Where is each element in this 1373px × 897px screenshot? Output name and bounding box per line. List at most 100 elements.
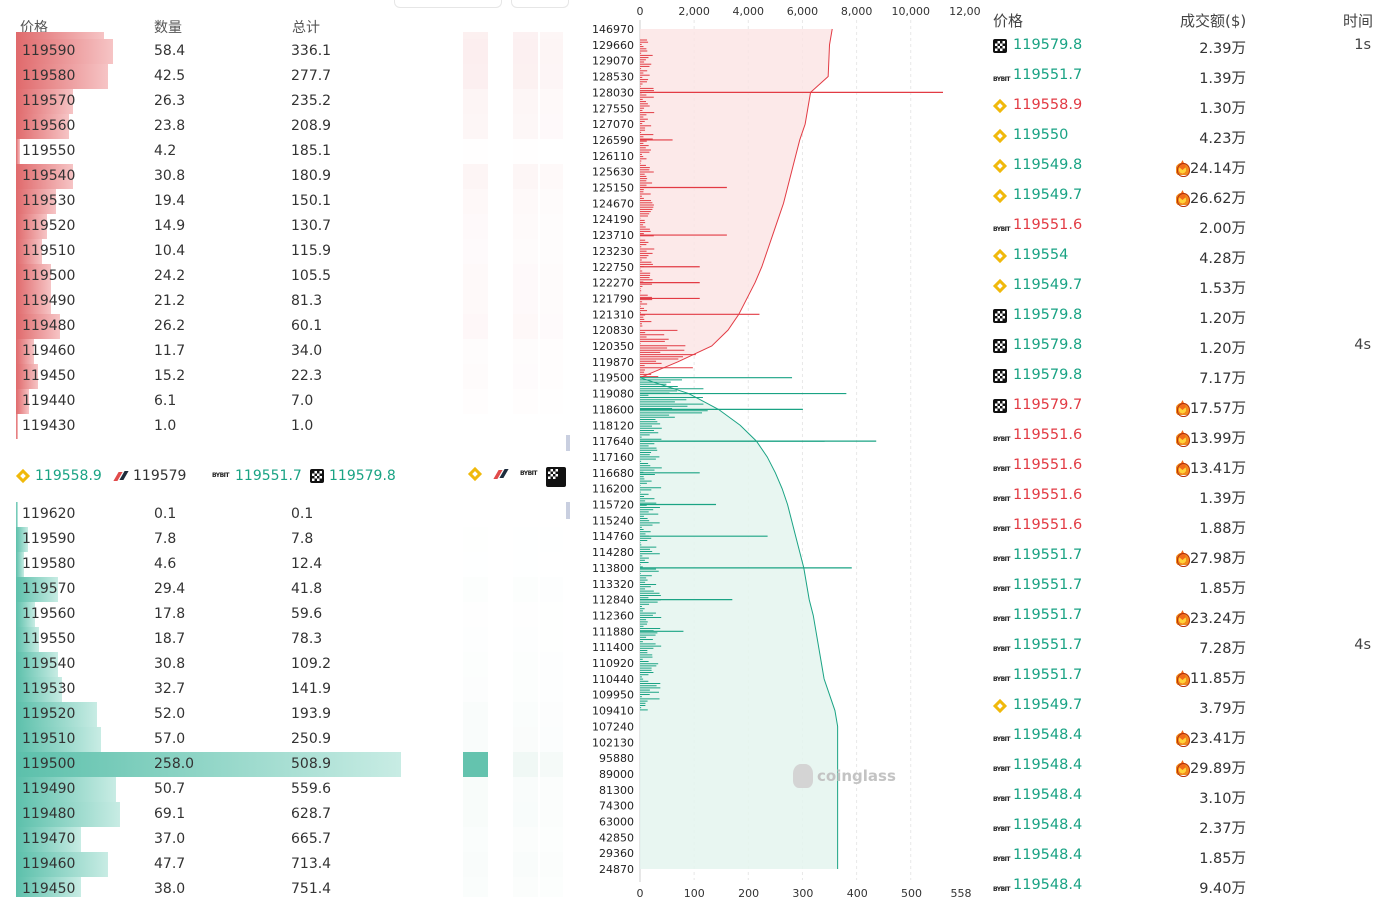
trade-row[interactable]: 119579.8 2.39万 1s	[985, 31, 1373, 61]
trade-amount-value: 26.62万	[1189, 191, 1246, 207]
trade-row[interactable]: 119550 4.23万	[985, 121, 1373, 151]
bid-row[interactable]: 119500 258.0 508.9	[0, 752, 580, 777]
trade-row[interactable]: 119554 4.28万	[985, 241, 1373, 271]
trade-row[interactable]: 119548.4 1.85万	[985, 841, 1373, 871]
ask-row[interactable]: 119440 6.1 7.0	[0, 389, 580, 414]
trade-row[interactable]: 119549.8 24.14万	[985, 151, 1373, 181]
bid-row[interactable]: 119570 29.4 41.8	[0, 577, 580, 602]
scroll-indicator[interactable]	[566, 435, 570, 451]
trade-row[interactable]: 119579.8 1.20万	[985, 301, 1373, 331]
ask-row[interactable]: 119520 14.9 130.7	[0, 214, 580, 239]
trade-row[interactable]: 119551.7 1.39万	[985, 61, 1373, 91]
trade-row[interactable]: 119551.6 1.39万	[985, 481, 1373, 511]
exchange-heat-cell	[463, 39, 488, 64]
ask-row[interactable]: 119580 42.5 277.7	[0, 64, 580, 89]
exchange-heat-cell	[463, 702, 488, 727]
trade-price: 119551.7	[1013, 667, 1083, 683]
bid-row[interactable]: 119560 17.8 59.6	[0, 602, 580, 627]
bid-row[interactable]: 119450 38.0 751.4	[0, 877, 580, 897]
row-price: 119540	[22, 656, 76, 672]
trade-row[interactable]: 119548.4 23.41万	[985, 721, 1373, 751]
trade-amount-value: 1.39万	[1199, 491, 1246, 507]
trade-row[interactable]: 119549.7 3.79万	[985, 691, 1373, 721]
trade-row[interactable]: 119551.6 13.99万	[985, 421, 1373, 451]
ask-row[interactable]: 119450 15.2 22.3	[0, 364, 580, 389]
bid-row[interactable]: 119620 0.1 0.1	[0, 502, 580, 527]
bid-row[interactable]: 119580 4.6 12.4	[0, 552, 580, 577]
trade-row[interactable]: 119551.7 7.28万 4s	[985, 631, 1373, 661]
trade-row[interactable]: 119551.7 11.85万	[985, 661, 1373, 691]
ask-row[interactable]: 119530 19.4 150.1	[0, 189, 580, 214]
trade-row[interactable]: 119551.6 13.41万	[985, 451, 1373, 481]
ask-row[interactable]: 119600 51.8 367.7	[0, 32, 580, 39]
trade-row[interactable]: 119548.4 3.10万	[985, 781, 1373, 811]
trade-row[interactable]: 119579.7 17.57万	[985, 391, 1373, 421]
bid-row[interactable]: 119550 18.7 78.3	[0, 627, 580, 652]
exchange-heat-cell	[463, 264, 488, 289]
bid-row[interactable]: 119470 37.0 665.7	[0, 827, 580, 852]
trade-row[interactable]: 119551.7 23.24万	[985, 601, 1373, 631]
bid-row[interactable]: 119540 30.8 109.2	[0, 652, 580, 677]
price-axis-label: 118120	[592, 419, 634, 432]
price-axis-label: 112840	[592, 594, 634, 607]
mid-price-okx[interactable]: 119579.8	[310, 468, 396, 484]
row-total: 193.9	[291, 706, 332, 722]
price-axis-label: 126590	[592, 134, 634, 147]
bid-row[interactable]: 119480 69.1 628.7	[0, 802, 580, 827]
row-price: 119480	[22, 318, 76, 334]
mid-price-slash[interactable]: 119579	[114, 468, 186, 484]
ask-book: 119600 51.8 367.7 119590 58.4 336.1 119580 42.5…	[0, 32, 580, 452]
ask-depth-line	[639, 28, 833, 379]
trade-row[interactable]: 119551.6 1.88万	[985, 511, 1373, 541]
trade-row[interactable]: 119551.7 27.98万	[985, 541, 1373, 571]
bid-row[interactable]: 119590 7.8 7.8	[0, 527, 580, 552]
ask-row[interactable]: 119570 26.3 235.2	[0, 89, 580, 114]
bybit-icon[interactable]	[520, 467, 540, 487]
scroll-indicator-bids[interactable]	[566, 502, 570, 519]
ask-row[interactable]: 119430 1.0 1.0	[0, 414, 580, 439]
trade-row[interactable]: 119579.8 7.17万	[985, 361, 1373, 391]
trade-row[interactable]: 119551.6 2.00万	[985, 211, 1373, 241]
trade-price: 119549.7	[1013, 187, 1083, 203]
ask-row[interactable]: 119560 23.8 208.9	[0, 114, 580, 139]
bid-row[interactable]: 119460 47.7 713.4	[0, 852, 580, 877]
trade-row[interactable]: 119549.7 1.53万	[985, 271, 1373, 301]
price-axis-label: 111400	[592, 641, 634, 654]
ask-row[interactable]: 119540 30.8 180.9	[0, 164, 580, 189]
exchange-heat-cell	[513, 752, 538, 777]
ask-row[interactable]: 119480 26.2 60.1	[0, 314, 580, 339]
trade-row[interactable]: 119579.8 1.20万 4s	[985, 331, 1373, 361]
trade-row[interactable]: 119558.9 1.30万	[985, 91, 1373, 121]
bid-row[interactable]: 119530 32.7 141.9	[0, 677, 580, 702]
ask-row[interactable]: 119510 10.4 115.9	[0, 239, 580, 264]
trade-row[interactable]: 119548.4 2.37万	[985, 811, 1373, 841]
ask-row[interactable]: 119550 4.2 185.1	[0, 139, 580, 164]
trade-row[interactable]: 119551.7 1.85万	[985, 571, 1373, 601]
tab-outline[interactable]	[394, 0, 502, 8]
trade-price: 119549.8	[1013, 157, 1083, 173]
ask-row[interactable]: 119460 11.7 34.0	[0, 339, 580, 364]
okx-icon[interactable]	[546, 467, 566, 487]
trade-amount-value: 13.99万	[1189, 431, 1246, 447]
price-axis-label: 42850	[599, 831, 634, 844]
trade-amount-value: 24.14万	[1189, 161, 1246, 177]
ask-row[interactable]: 119490 21.2 81.3	[0, 289, 580, 314]
slash-icon[interactable]	[494, 467, 514, 487]
ask-row[interactable]: 119590 58.4 336.1	[0, 39, 580, 64]
binance-icon	[993, 159, 1007, 173]
bybit-icon	[993, 463, 1011, 477]
mid-price-bybit[interactable]: 119551.7	[212, 468, 302, 484]
row-total: 12.4	[291, 556, 323, 572]
tab-outline-2[interactable]	[511, 0, 569, 8]
binance-icon[interactable]	[468, 467, 488, 487]
trade-row[interactable]: 119548.4 9.40万	[985, 871, 1373, 897]
trade-row[interactable]: 119548.4 29.89万	[985, 751, 1373, 781]
bid-row[interactable]: 119520 52.0 193.9	[0, 702, 580, 727]
mid-price-binance[interactable]: 119558.9	[16, 468, 102, 484]
bid-row[interactable]: 119490 50.7 559.6	[0, 777, 580, 802]
ask-row[interactable]: 119500 24.2 105.5	[0, 264, 580, 289]
bybit-icon	[993, 793, 1011, 807]
bid-row[interactable]: 119510 57.0 250.9	[0, 727, 580, 752]
trade-row[interactable]: 119549.7 26.62万	[985, 181, 1373, 211]
exchange-heat-cell	[540, 527, 563, 552]
